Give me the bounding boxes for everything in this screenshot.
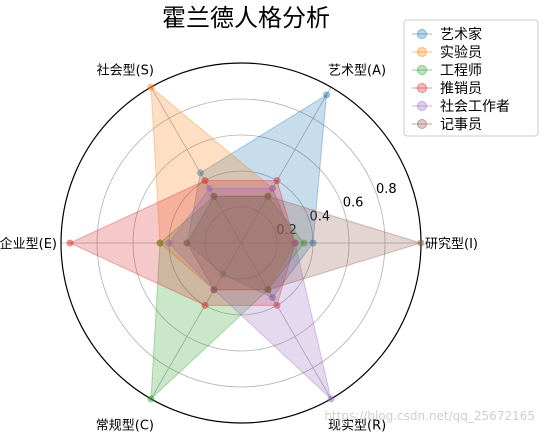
legend-label: 推销员: [440, 81, 482, 97]
axis-label: 常规型(C): [96, 418, 154, 433]
data-point: [66, 239, 74, 247]
data-point: [291, 239, 299, 247]
legend-swatch-marker: [417, 65, 427, 75]
data-point: [197, 169, 204, 177]
data-point: [264, 286, 272, 294]
legend-box: [403, 19, 539, 137]
data-point: [156, 239, 164, 247]
radar-series: [66, 83, 425, 403]
data-point: [273, 177, 281, 185]
legend-swatch-marker: [417, 101, 427, 111]
radial-tick-label: 0.2: [276, 223, 297, 238]
data-point: [206, 184, 213, 192]
axis-label: 社会型(S): [97, 63, 154, 79]
radial-tick-label: 0.8: [376, 182, 397, 197]
axis-label: 企业型(E): [0, 236, 57, 252]
data-point: [264, 192, 272, 200]
data-point: [323, 91, 330, 99]
legend-label: 艺术家: [440, 26, 482, 43]
legend-label: 实验员: [440, 45, 482, 61]
chart-title: 霍兰德人格分析: [162, 4, 330, 32]
radar-grid: 0.2 0.4 0.6 0.8: [60, 62, 422, 424]
axis-label: 现实型(R): [328, 418, 386, 433]
legend-swatch-marker: [417, 47, 427, 57]
grid-spoke: [240, 86, 332, 244]
series-6: [183, 192, 425, 294]
axis-labels: 研究型(I) 艺术型(A) 社会型(S) 企业型(E) 常规型(C) 现实型(R): [0, 63, 478, 434]
data-point: [269, 294, 276, 302]
series-5: [165, 184, 335, 403]
data-point: [327, 395, 335, 403]
data-point: [201, 177, 209, 185]
data-point: [147, 395, 155, 403]
data-point: [201, 301, 209, 309]
legend-swatch-marker: [417, 119, 427, 129]
data-point: [309, 239, 317, 247]
axis-label: 研究型(I): [425, 237, 478, 252]
data-point: [417, 239, 425, 247]
data-point: [210, 286, 218, 294]
data-point: [147, 83, 155, 91]
legend-swatch-marker: [417, 29, 427, 39]
data-point: [273, 301, 281, 309]
grid-spoke: [150, 86, 242, 244]
data-point: [300, 239, 308, 247]
data-point: [219, 270, 227, 278]
legend-label: 社会工作者: [440, 99, 510, 115]
legend-swatch-marker: [417, 83, 427, 93]
radial-tick-label: 0.6: [343, 196, 364, 211]
series-4: [66, 177, 299, 309]
legend-label: 记事员: [440, 117, 482, 133]
grid-spoke: [150, 242, 242, 400]
data-point: [165, 239, 173, 247]
data-point: [183, 239, 191, 247]
legend-label: 工程师: [440, 63, 482, 79]
grid-spoke: [240, 242, 332, 400]
radial-tick-label: 0.4: [310, 209, 331, 224]
data-point: [210, 192, 218, 200]
axis-label: 艺术型(A): [328, 64, 386, 79]
data-point: [269, 184, 276, 192]
watermark: https://blog.csdn.net/qq_25672165: [324, 409, 535, 423]
series-area: [186, 195, 423, 291]
